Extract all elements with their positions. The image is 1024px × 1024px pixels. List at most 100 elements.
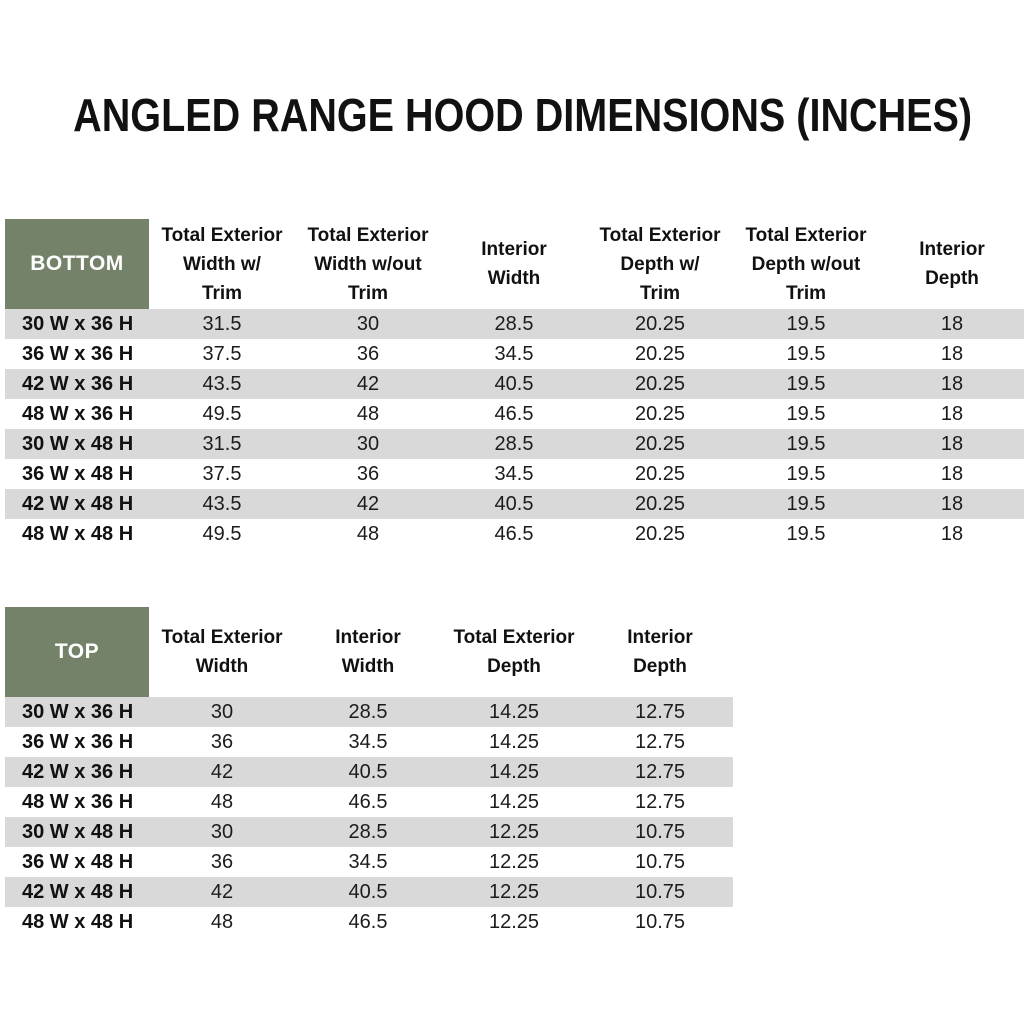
table-row: 30 W x 48 H 31.5 30 28.5 20.25 19.5 18 <box>5 429 1024 459</box>
dimension-value: 14.25 <box>488 700 540 723</box>
dimension-value: 34.5 <box>494 342 534 365</box>
dimension-value: 37.5 <box>202 462 242 485</box>
table-row: 42 W x 36 H 43.5 42 40.5 20.25 19.5 18 <box>5 369 1024 399</box>
table-row: 30 W x 36 H 30 28.5 14.25 12.75 <box>5 697 733 727</box>
column-header: Total Exterior Depth w/out Trim <box>745 224 867 304</box>
row-label: 36 W x 36 H <box>22 730 134 753</box>
dimension-value: 12.25 <box>488 820 540 843</box>
table-body: 30 W x 36 H 30 28.5 14.25 12.75 36 W x 36 H 36… <box>5 697 733 937</box>
dimension-value: 43.5 <box>202 492 242 515</box>
page-title-text: ANGLED RANGE HOOD DIMENSIONS (INCHES) <box>73 89 973 141</box>
dimension-value: 36 <box>356 342 380 365</box>
dimension-value: 19.5 <box>786 312 826 335</box>
column-header: Total Exterior Width w/out Trim <box>307 224 429 304</box>
row-label: 36 W x 48 H <box>22 462 134 485</box>
dimension-value: 18 <box>940 462 964 485</box>
table-row: 36 W x 36 H 37.5 36 34.5 20.25 19.5 18 <box>5 339 1024 369</box>
dimension-value: 12.25 <box>488 910 540 933</box>
dimension-value: 49.5 <box>202 522 242 545</box>
dimension-value: 19.5 <box>786 462 826 485</box>
dimension-value: 30 <box>210 820 234 843</box>
row-label: 30 W x 48 H <box>22 820 134 843</box>
dimension-value: 12.75 <box>634 790 686 813</box>
table-body: 30 W x 36 H 31.5 30 28.5 20.25 19.5 18 36 W x 3… <box>5 309 1024 549</box>
dimension-value: 12.75 <box>634 700 686 723</box>
dimension-value: 20.25 <box>634 342 686 365</box>
dimension-value: 46.5 <box>348 910 388 933</box>
table-row: 36 W x 36 H 36 34.5 14.25 12.75 <box>5 727 733 757</box>
dimension-value: 40.5 <box>494 372 534 395</box>
dimension-value: 48 <box>356 522 380 545</box>
row-label: 48 W x 48 H <box>22 910 134 933</box>
dimension-value: 18 <box>940 522 964 545</box>
dimension-value: 42 <box>210 880 234 903</box>
dimension-value: 19.5 <box>786 342 826 365</box>
row-label: 42 W x 48 H <box>22 492 134 515</box>
column-header: Total Exterior Depth w/Trim <box>599 224 721 304</box>
column-header: Interior Width <box>335 627 401 677</box>
column-header: Total Exterior Depth <box>453 627 575 677</box>
top-dimensions-table: TOP Total Exterior Width Interior Width Tota… <box>5 607 733 937</box>
dimension-value: 20.25 <box>634 432 686 455</box>
dimension-value: 10.75 <box>634 820 686 843</box>
row-label: 36 W x 48 H <box>22 850 134 873</box>
dimension-value: 43.5 <box>202 372 242 395</box>
table-row: 48 W x 36 H 49.5 48 46.5 20.25 19.5 18 <box>5 399 1024 429</box>
dimension-value: 46.5 <box>494 402 534 425</box>
dimension-value: 48 <box>210 790 234 813</box>
dimension-value: 42 <box>356 372 380 395</box>
dimension-value: 18 <box>940 402 964 425</box>
dimension-value: 14.25 <box>488 790 540 813</box>
dimension-value: 12.75 <box>634 760 686 783</box>
row-label: 30 W x 48 H <box>22 432 134 455</box>
table-header-row: TOP Total Exterior Width Interior Width Tota… <box>5 607 733 697</box>
table-row: 30 W x 36 H 31.5 30 28.5 20.25 19.5 18 <box>5 309 1024 339</box>
dimension-value: 12.25 <box>488 880 540 903</box>
table-row: 48 W x 48 H 48 46.5 12.25 10.75 <box>5 907 733 937</box>
table-row: 42 W x 48 H 43.5 42 40.5 20.25 19.5 18 <box>5 489 1024 519</box>
row-label: 42 W x 48 H <box>22 880 134 903</box>
dimension-value: 30 <box>356 312 380 335</box>
dimension-value: 28.5 <box>494 312 534 335</box>
dimension-value: 19.5 <box>786 402 826 425</box>
dimension-value: 18 <box>940 372 964 395</box>
dimension-value: 36 <box>356 462 380 485</box>
row-label: 36 W x 36 H <box>22 342 134 365</box>
row-label: 48 W x 36 H <box>22 790 134 813</box>
dimension-value: 42 <box>210 760 234 783</box>
dimension-value: 36 <box>210 730 234 753</box>
row-label: 48 W x 36 H <box>22 402 134 425</box>
row-label: 30 W x 36 H <box>22 312 134 335</box>
table-row: 42 W x 36 H 42 40.5 14.25 12.75 <box>5 757 733 787</box>
row-label: 30 W x 36 H <box>22 700 134 723</box>
dimension-value: 30 <box>356 432 380 455</box>
column-header: Total Exterior Width <box>161 627 283 677</box>
dimension-value: 18 <box>940 312 964 335</box>
table-row: 36 W x 48 H 36 34.5 12.25 10.75 <box>5 847 733 877</box>
column-header: Interior Width <box>481 239 547 289</box>
table-corner-label: BOTTOM <box>5 219 149 309</box>
page-title: ANGLED RANGE HOOD DIMENSIONS (INCHES) <box>0 88 1024 142</box>
dimension-value: 28.5 <box>348 700 388 723</box>
dimension-value: 48 <box>210 910 234 933</box>
dimension-value: 12.25 <box>488 850 540 873</box>
dimension-value: 31.5 <box>202 432 242 455</box>
table-row: 42 W x 48 H 42 40.5 12.25 10.75 <box>5 877 733 907</box>
row-label: 48 W x 48 H <box>22 522 134 545</box>
dimension-value: 34.5 <box>348 730 388 753</box>
dimension-value: 40.5 <box>348 880 388 903</box>
dimension-value: 46.5 <box>348 790 388 813</box>
dimension-value: 10.75 <box>634 880 686 903</box>
dimension-value: 28.5 <box>348 820 388 843</box>
column-header: Interior Depth <box>627 627 693 677</box>
dimension-value: 20.25 <box>634 402 686 425</box>
dimension-value: 14.25 <box>488 730 540 753</box>
row-label: 42 W x 36 H <box>22 760 134 783</box>
dimension-value: 10.75 <box>634 850 686 873</box>
dimension-value: 40.5 <box>494 492 534 515</box>
dimension-value: 20.25 <box>634 492 686 515</box>
table-header-row: BOTTOM Total Exterior Width w/Trim Total E… <box>5 219 1024 309</box>
dimension-value: 19.5 <box>786 492 826 515</box>
table-row: 48 W x 48 H 49.5 48 46.5 20.25 19.5 18 <box>5 519 1024 549</box>
